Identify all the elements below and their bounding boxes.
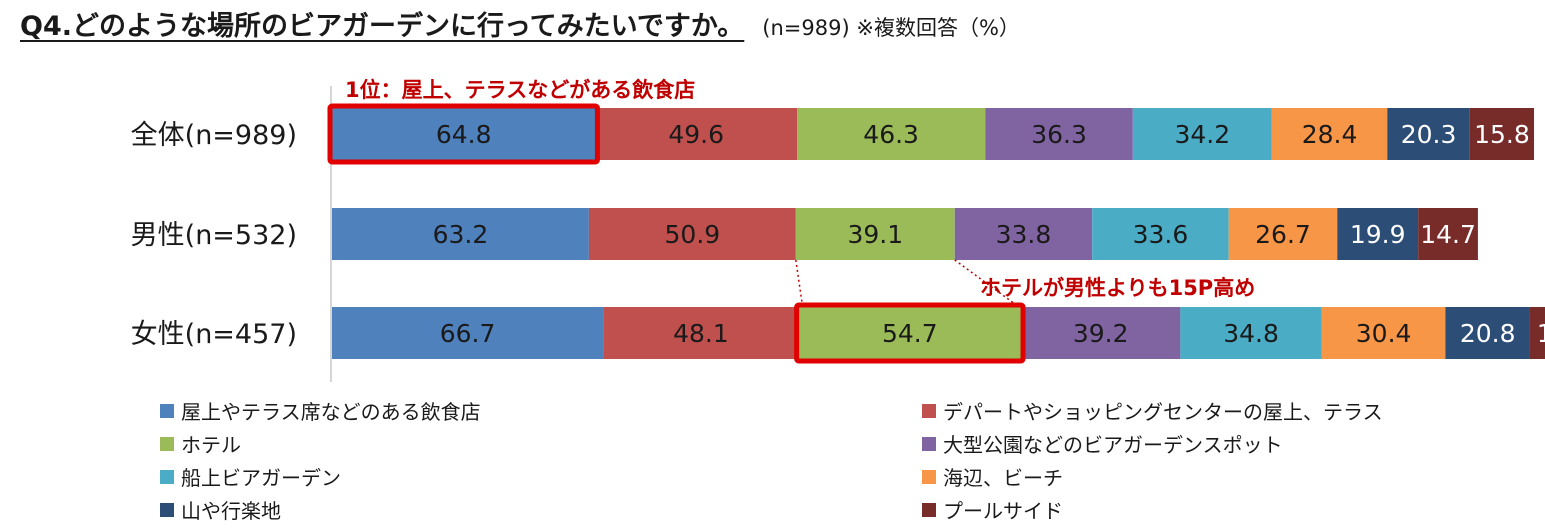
- legend-swatch: [160, 502, 174, 517]
- bar-segment: [798, 307, 1022, 359]
- chart-title: Q4.どのような場所のビアガーデンに行ってみたいですか。: [20, 11, 745, 42]
- category-label: 男性(n=532): [131, 220, 297, 251]
- legend-swatch: [922, 436, 936, 451]
- legend-swatch: [160, 436, 174, 451]
- bar-segment: [1469, 108, 1535, 160]
- connector-line-left: [795, 259, 804, 308]
- data-label: 28.4: [1302, 120, 1358, 149]
- legend-item: 山や行楽地: [160, 495, 281, 524]
- data-label: 20.3: [1401, 120, 1457, 149]
- highlight-box: [794, 302, 1026, 364]
- category-label: 女性(n=457): [131, 319, 297, 350]
- bar-segment: [595, 108, 798, 160]
- category-label: 全体(n=989): [131, 120, 297, 151]
- data-label: 33.6: [1133, 220, 1189, 249]
- bar-segment: [954, 208, 1093, 260]
- legend-item: 海辺、ビーチ: [922, 462, 1063, 491]
- data-label: 39.1: [847, 220, 903, 249]
- bar-segment: [1180, 307, 1322, 359]
- bar-segment: [1228, 208, 1338, 260]
- bar-segment: [1271, 108, 1388, 160]
- legend-swatch: [922, 469, 936, 484]
- data-label: 50.9: [665, 220, 721, 249]
- highlight-box: [327, 103, 600, 165]
- data-label: 26.7: [1255, 220, 1311, 249]
- bar-segment: [1132, 108, 1272, 160]
- legend-label: ホテル: [181, 433, 241, 457]
- bar-segment: [588, 208, 796, 260]
- legend-label: 大型公園などのビアガーデンスポット: [943, 433, 1283, 457]
- bar-segment: [332, 307, 604, 359]
- data-label: 46.3: [863, 120, 919, 149]
- bar-segment: [985, 108, 1133, 160]
- data-label: 33.8: [996, 220, 1052, 249]
- data-label: 64.8: [436, 120, 492, 149]
- data-label: 39.2: [1073, 319, 1129, 348]
- bar-segment: [1529, 307, 1545, 359]
- connector-line-right: [954, 259, 1020, 308]
- legend-item: デパートやショッピングセンターの屋上、テラス: [922, 396, 1383, 425]
- data-label: 19.9: [1350, 220, 1406, 249]
- data-label: 36.3: [1031, 120, 1087, 149]
- legend-swatch: [922, 403, 936, 418]
- bar-segment: [1418, 208, 1478, 260]
- legend-item: プールサイド: [922, 495, 1063, 524]
- chart-subtitle: (n=989) ※複数回答（%）: [762, 16, 1020, 40]
- legend-label: デパートやショッピングセンターの屋上、テラス: [943, 400, 1383, 424]
- bar-segment: [1321, 307, 1446, 359]
- legend-swatch: [160, 469, 174, 484]
- data-label: 66.7: [440, 319, 496, 348]
- annotation-top-rank: 1位：屋上、テラスなどがある飲食店: [345, 78, 696, 102]
- bar-segment: [332, 108, 596, 160]
- annotation-hotel-difference: ホテルが男性よりも15P高め: [980, 276, 1256, 300]
- legend-label: 山や行楽地: [181, 499, 281, 523]
- legend-item: 大型公園などのビアガーデンスポット: [922, 429, 1283, 458]
- bar-segment: [603, 307, 799, 359]
- data-label: 20.8: [1460, 319, 1516, 348]
- data-label: 63.2: [433, 220, 489, 249]
- legend-item: 船上ビアガーデン: [160, 462, 341, 491]
- data-label: 15.8: [1474, 120, 1530, 149]
- data-label: 30.4: [1356, 319, 1412, 348]
- bar-segment: [1445, 307, 1530, 359]
- data-label: 17.1: [1537, 319, 1545, 348]
- legend-label: 屋上やテラス席などのある飲食店: [181, 400, 481, 424]
- legend-item: 屋上やテラス席などのある飲食店: [160, 396, 481, 425]
- bar-segment: [1337, 208, 1419, 260]
- legend-item: ホテル: [160, 429, 241, 458]
- legend-swatch: [922, 502, 936, 517]
- title-row: Q4.どのような場所のビアガーデンに行ってみたいですか。 (n=989) ※複数…: [20, 4, 1020, 48]
- bar-segment: [1021, 307, 1181, 359]
- data-label: 34.2: [1174, 120, 1230, 149]
- legend-swatch: [160, 403, 174, 418]
- bar-segment: [797, 108, 986, 160]
- legend-label: 海辺、ビーチ: [943, 466, 1063, 490]
- data-label: 48.1: [673, 319, 729, 348]
- data-label: 54.7: [882, 319, 938, 348]
- bar-segment: [332, 208, 589, 260]
- bar-segment: [1387, 108, 1470, 160]
- data-label: 34.8: [1223, 319, 1279, 348]
- data-label: 49.6: [668, 120, 724, 149]
- bar-segment: [1092, 208, 1229, 260]
- data-label: 14.7: [1420, 220, 1476, 249]
- bar-segment: [795, 208, 955, 260]
- legend-label: 船上ビアガーデン: [181, 466, 341, 490]
- legend-label: プールサイド: [943, 499, 1063, 523]
